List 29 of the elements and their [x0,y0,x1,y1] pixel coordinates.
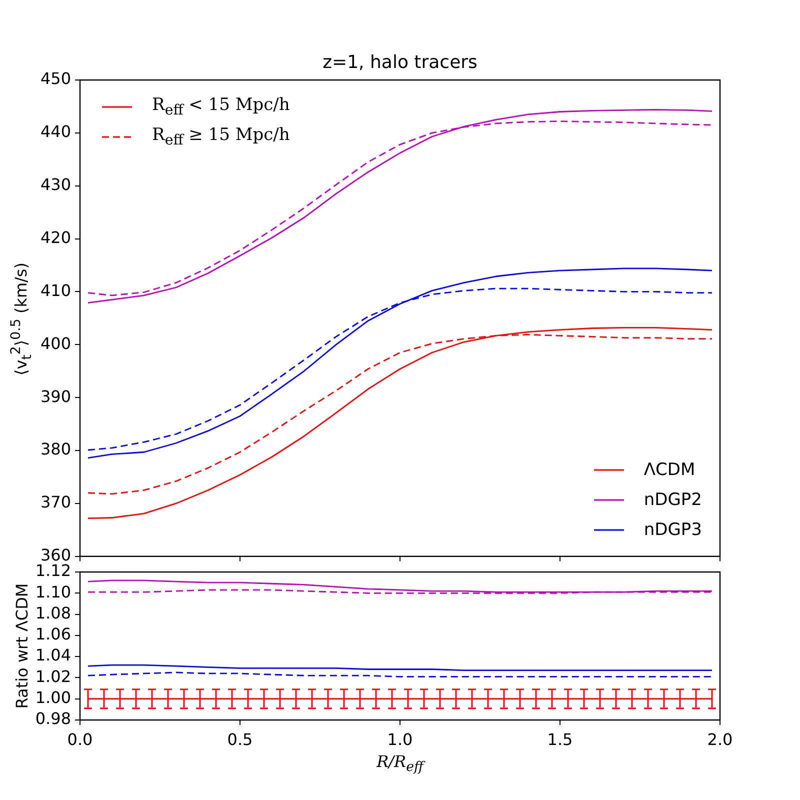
chart-title: z=1, halo tracers [322,52,478,73]
y-tick-label: 0.98 [35,709,71,728]
x-tick-label: 0.5 [227,730,253,749]
y-tick-label: 370 [40,492,71,512]
y-tick-label: 400 [40,334,71,353]
annotation: R$_{eff}$ ≥ 15 Mpc/h [152,125,290,149]
y-tick-label: 1.00 [35,688,71,708]
legend-label: nDGP3 [644,520,702,540]
x-tick-label: 1.0 [387,730,413,749]
y-tick-label: 450 [40,69,71,88]
y-tick-label: 1.10 [35,582,71,602]
y-tick-label: 430 [40,175,71,194]
legend-label: nDGP2 [644,490,702,510]
y-tick-label: 390 [40,386,71,406]
y-tick-label: 1.08 [35,603,71,622]
y-tick-label: 420 [40,228,71,247]
annotation: R$_{eff}$ < 15 Mpc/h [152,95,290,119]
y-axis-title: Ratio wrt ΛCDM [12,583,32,709]
x-axis-title: R/R$_{eff}$ [376,752,424,776]
y-tick-label: 1.04 [35,646,71,665]
y-tick-label: 380 [40,440,71,459]
x-tick-label: 0.0 [67,730,93,749]
y-tick-label: 440 [40,122,71,142]
y-tick-label: 410 [40,280,71,300]
y-tick-label: 1.02 [35,666,71,686]
x-tick-label: 2.0 [707,730,733,749]
y-tick-label: 1.06 [35,624,71,644]
legend-label: ΛCDM [644,460,696,480]
x-tick-label: 1.5 [547,730,573,749]
